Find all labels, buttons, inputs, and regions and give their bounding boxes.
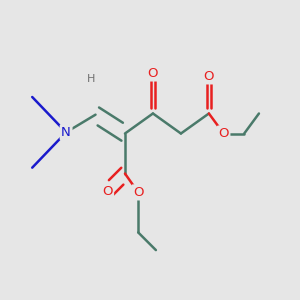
Text: O: O — [102, 185, 112, 198]
Text: O: O — [204, 70, 214, 83]
Text: H: H — [87, 74, 95, 84]
Text: O: O — [148, 67, 158, 80]
Text: N: N — [61, 126, 71, 139]
Text: O: O — [133, 186, 143, 199]
Text: O: O — [218, 127, 229, 140]
